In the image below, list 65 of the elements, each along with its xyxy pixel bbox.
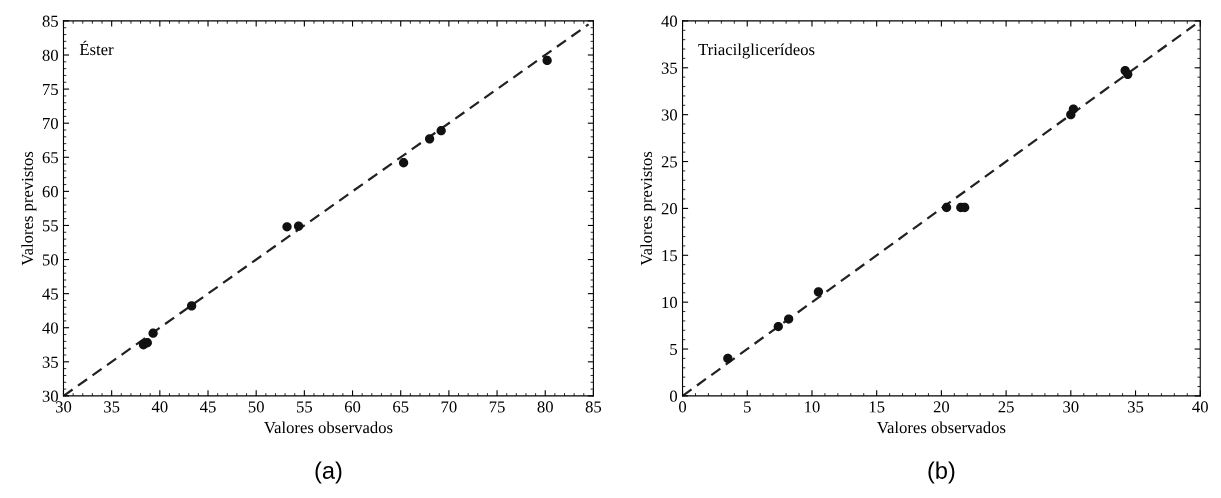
x-tick-label: 65: [393, 401, 409, 413]
y-tick-label: 80: [42, 49, 58, 61]
point: [148, 328, 158, 338]
x-tick-label: 40: [1192, 401, 1208, 413]
y-tick-label: 30: [42, 390, 58, 402]
annotation: Éster: [79, 40, 114, 56]
y-tick-label: 40: [661, 15, 678, 27]
x-tick-label: 60: [344, 401, 361, 413]
annotation: Triacilglicerídeos: [698, 43, 815, 59]
y-axis-title: Valores previstos: [640, 151, 656, 266]
point: [813, 287, 824, 297]
y-tick-label: 0: [669, 390, 678, 402]
y-tick-label: 70: [43, 117, 58, 130]
point: [1068, 104, 1079, 114]
y-tick-label: 25: [661, 156, 678, 168]
y-tick-label: 65: [42, 152, 58, 164]
point: [293, 221, 304, 231]
y-tick-label: 20: [661, 203, 678, 215]
point: [282, 222, 292, 232]
point: [941, 202, 952, 213]
y-tick-label: 40: [42, 322, 58, 334]
point: [436, 126, 446, 136]
y-tick-label: 5: [670, 343, 678, 355]
point: [723, 353, 733, 364]
text: (a): [315, 461, 342, 484]
x-tick-label: 35: [1127, 401, 1144, 413]
point: [773, 321, 783, 332]
y-tick-label: 85: [42, 15, 58, 27]
x-tick-label: 0: [679, 401, 687, 413]
x-axis-title: Valores observados: [264, 421, 393, 434]
x-axis-title: Valores observados: [877, 421, 1006, 434]
y-tick-label: 15: [662, 250, 678, 262]
y-tick-label: 50: [42, 254, 58, 266]
point: [542, 55, 552, 66]
x-tick-label: 50: [248, 401, 264, 413]
y-tick-label: 75: [43, 83, 58, 96]
x-tick-label: 30: [55, 401, 72, 413]
x-tick-label: 75: [489, 401, 505, 413]
x-tick-label: 80: [537, 401, 553, 413]
x-tick-label: 35: [104, 401, 120, 413]
x-tick-label: 45: [200, 401, 216, 413]
point: [424, 134, 435, 144]
y-tick-label: 55: [42, 220, 58, 232]
x-tick-label: 70: [441, 401, 457, 413]
y-tick-label: 35: [661, 62, 678, 74]
y-axis-title: Valores previstos: [21, 151, 37, 266]
x-tick-label: 15: [869, 401, 885, 413]
point: [186, 301, 197, 311]
text: (b): [928, 461, 955, 484]
x-tick-label: 40: [151, 401, 168, 413]
x-tick-label: 55: [297, 401, 313, 413]
point: [1123, 69, 1133, 80]
x-tick-label: 25: [998, 401, 1014, 413]
x-tick-label: 85: [585, 401, 602, 413]
x-tick-label: 20: [933, 401, 950, 413]
x-tick-label: 10: [805, 401, 820, 413]
x-tick-label: 5: [744, 401, 751, 413]
y-tick-label: 30: [661, 109, 678, 121]
point: [398, 158, 409, 168]
y-tick-label: 60: [42, 186, 58, 198]
y-tick-label: 35: [42, 356, 58, 368]
x-tick-label: 30: [1063, 401, 1079, 413]
y-tick-label: 45: [42, 288, 58, 300]
y-tick-label: 10: [662, 296, 678, 309]
point: [784, 314, 794, 324]
